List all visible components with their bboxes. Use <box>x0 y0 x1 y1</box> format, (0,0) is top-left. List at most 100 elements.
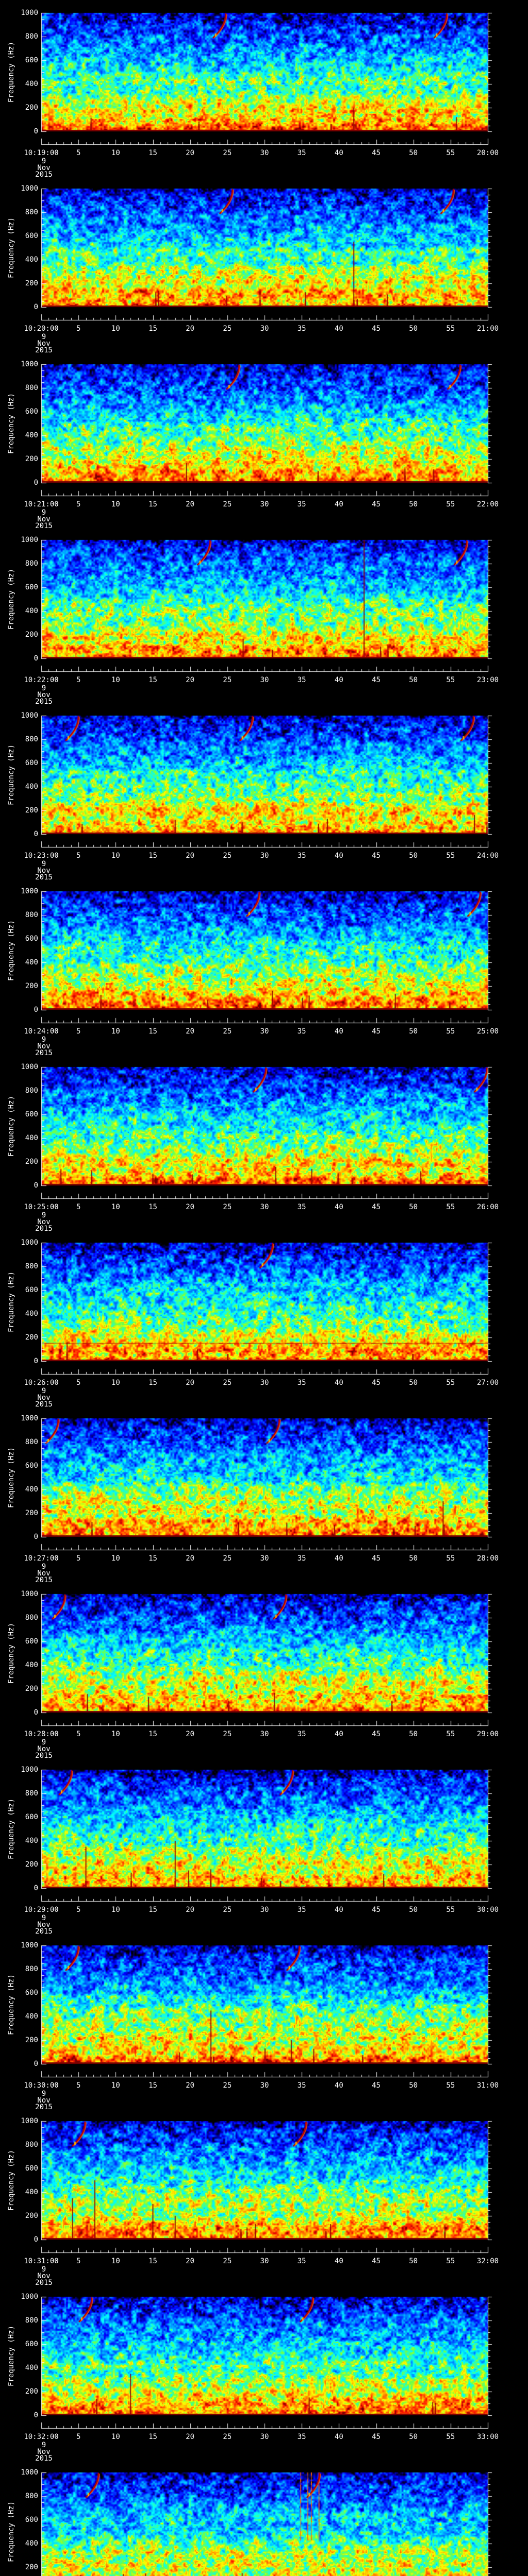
x-tick-label: 10 <box>111 1554 120 1563</box>
spectrogram-canvas <box>0 703 528 878</box>
x-tick-label: 35 <box>297 325 306 333</box>
spectrogram-panel-10-22-00: 1000 800 600 400 200 0 Frequency (Hz) 5 10 15 20 25… <box>0 527 528 706</box>
x-tick-label: 20 <box>186 1379 195 1387</box>
y-tick-label: 600 <box>25 1989 38 1997</box>
date-line: Nov <box>37 2448 51 2456</box>
y-tick-label: 600 <box>25 1110 38 1118</box>
end-time-label: 23:00 <box>476 676 499 684</box>
date-line: Nov <box>37 867 51 875</box>
x-tick-label: 35 <box>297 149 306 157</box>
date-line: 9 <box>41 1211 46 1219</box>
y-tick-label: 800 <box>25 1614 38 1622</box>
x-tick-label: 35 <box>297 2081 306 2090</box>
spectrogram-canvas <box>0 2460 528 2576</box>
x-tick-label: 40 <box>334 325 343 333</box>
x-tick-label: 55 <box>446 2257 455 2265</box>
y-tick-label: 200 <box>25 1685 38 1693</box>
x-tick-label: 5 <box>76 1203 81 1211</box>
y-tick-label: 800 <box>25 2492 38 2500</box>
frequency-axis-label: Frequency (Hz) <box>7 920 15 981</box>
y-tick-label: 200 <box>25 806 38 815</box>
y-tick-label: 800 <box>25 560 38 568</box>
start-time-label: 10:25:00 <box>24 1203 59 1211</box>
x-tick-label: 45 <box>372 1730 381 1738</box>
date-line: Nov <box>37 164 51 172</box>
y-tick-label: 600 <box>25 935 38 943</box>
x-tick-label: 20 <box>186 1027 195 1036</box>
x-tick-label: 25 <box>223 2257 232 2265</box>
y-tick-label: 400 <box>25 1310 38 1318</box>
x-tick-label: 20 <box>186 1906 195 1914</box>
x-tick-label: 50 <box>409 676 418 684</box>
x-tick-label: 45 <box>372 500 381 509</box>
x-tick-label: 25 <box>223 1027 232 1036</box>
spectrogram-canvas <box>0 527 528 703</box>
x-tick-label: 15 <box>148 1027 157 1036</box>
x-tick-label: 40 <box>334 500 343 509</box>
x-tick-label: 40 <box>334 852 343 860</box>
y-tick-label: 400 <box>25 1485 38 1494</box>
spectrogram-canvas <box>0 1757 528 1933</box>
date-line: Nov <box>37 1569 51 1578</box>
date-line: Nov <box>37 340 51 348</box>
x-tick-label: 5 <box>76 2081 81 2090</box>
x-tick-label: 45 <box>372 1379 381 1387</box>
start-time-label: 10:21:00 <box>24 500 59 509</box>
frequency-axis-label: Frequency (Hz) <box>7 1974 15 2036</box>
y-tick-label: 800 <box>25 2141 38 2149</box>
x-tick-label: 30 <box>260 149 269 157</box>
x-tick-label: 5 <box>76 2433 81 2441</box>
x-tick-label: 30 <box>260 2081 269 2090</box>
x-tick-label: 15 <box>148 1379 157 1387</box>
x-tick-label: 30 <box>260 1730 269 1738</box>
spectrogram-panel-10-26-00: 1000 800 600 400 200 0 Frequency (Hz) 5 10 15 20 25… <box>0 1230 528 1409</box>
x-tick-label: 10 <box>111 2433 120 2441</box>
x-tick-label: 5 <box>76 2257 81 2265</box>
y-tick-label: 200 <box>25 455 38 463</box>
y-tick-label: 400 <box>25 1134 38 1142</box>
x-tick-label: 30 <box>260 325 269 333</box>
frequency-axis-label: Frequency (Hz) <box>7 744 15 806</box>
x-tick-label: 15 <box>148 676 157 684</box>
date-line: 9 <box>41 2441 46 2449</box>
y-tick-label: 1000 <box>21 1766 38 1774</box>
y-tick-label: 0 <box>34 1884 38 1892</box>
y-tick-label: 0 <box>34 127 38 135</box>
y-tick-label: 400 <box>25 783 38 791</box>
frequency-axis-label: Frequency (Hz) <box>7 41 15 103</box>
y-tick-label: 200 <box>25 2563 38 2571</box>
x-tick-label: 55 <box>446 1379 455 1387</box>
x-tick-label: 25 <box>223 325 232 333</box>
x-tick-label: 45 <box>372 149 381 157</box>
x-tick-label: 35 <box>297 2257 306 2265</box>
x-tick-label: 20 <box>186 852 195 860</box>
y-tick-label: 200 <box>25 2387 38 2396</box>
start-time-label: 10:20:00 <box>24 325 59 333</box>
y-tick-label: 600 <box>25 2340 38 2348</box>
x-tick-label: 25 <box>223 2433 232 2441</box>
x-tick-label: 45 <box>372 1554 381 1563</box>
x-tick-label: 50 <box>409 1203 418 1211</box>
start-time-label: 10:30:00 <box>24 2081 59 2090</box>
x-tick-label: 40 <box>334 1554 343 1563</box>
y-tick-label: 0 <box>34 654 38 663</box>
date-line: Nov <box>37 1042 51 1050</box>
start-time-label: 10:24:00 <box>24 1027 59 1036</box>
y-tick-label: 1000 <box>21 1941 38 1950</box>
x-tick-label: 45 <box>372 2257 381 2265</box>
x-tick-label: 30 <box>260 500 269 509</box>
x-tick-label: 5 <box>76 852 81 860</box>
date-line: Nov <box>37 515 51 523</box>
y-tick-label: 600 <box>25 1462 38 1470</box>
frequency-axis-label: Frequency (Hz) <box>7 2149 15 2211</box>
y-tick-label: 800 <box>25 735 38 743</box>
x-tick-label: 5 <box>76 149 81 157</box>
end-time-label: 25:00 <box>476 1027 499 1036</box>
x-tick-label: 10 <box>111 149 120 157</box>
x-tick-label: 10 <box>111 1906 120 1914</box>
x-tick-label: 15 <box>148 325 157 333</box>
end-time-label: 20:00 <box>476 149 499 157</box>
x-tick-label: 15 <box>148 2081 157 2090</box>
x-tick-label: 20 <box>186 1554 195 1563</box>
